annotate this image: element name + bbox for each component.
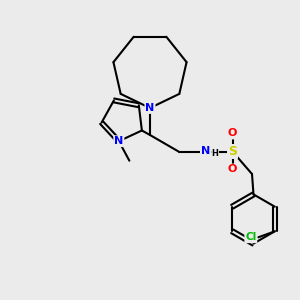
Text: N: N [114, 136, 124, 146]
Text: S: S [228, 145, 237, 158]
Text: N: N [201, 146, 210, 157]
Text: O: O [228, 128, 237, 139]
Text: H: H [212, 149, 218, 158]
Text: Cl: Cl [245, 232, 256, 242]
Text: N: N [146, 103, 154, 113]
Text: O: O [228, 164, 237, 175]
